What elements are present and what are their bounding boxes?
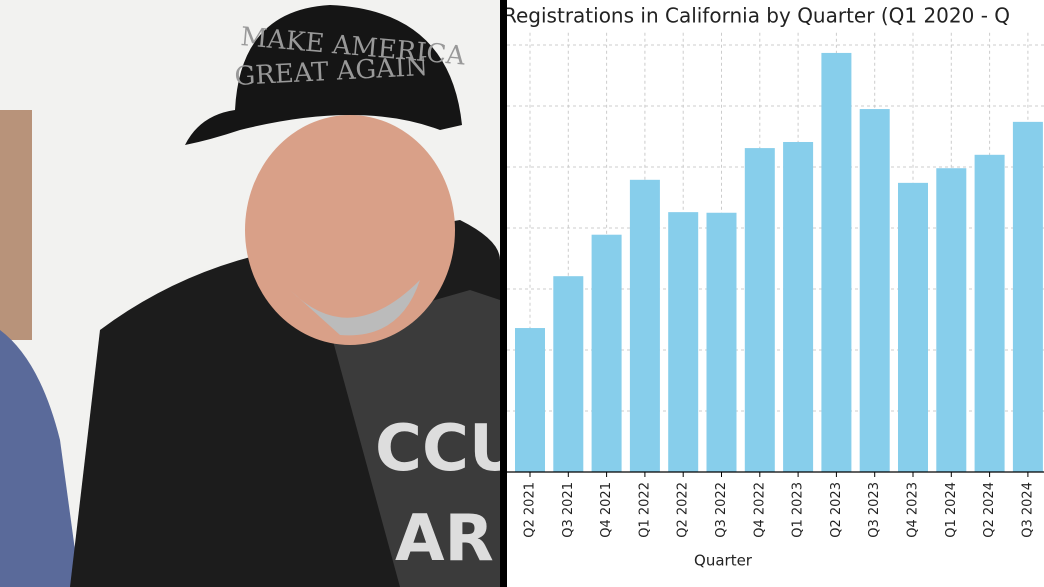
chart: Registrations in California by Quarter (… bbox=[503, 0, 1044, 587]
beard bbox=[290, 280, 420, 336]
x-tick-label: Q3 2022 bbox=[714, 482, 729, 538]
x-tick-label: Q4 2022 bbox=[752, 482, 767, 538]
x-tick-label: Q1 2022 bbox=[637, 482, 652, 538]
x-axis-label: Quarter bbox=[694, 552, 753, 570]
divider bbox=[500, 0, 507, 587]
photo-panel: CCU AR MAKE AMERICA GREAT AGAIN bbox=[0, 0, 521, 587]
bar bbox=[591, 234, 622, 472]
chart-title: Registrations in California by Quarter (… bbox=[503, 4, 1010, 28]
bar bbox=[629, 179, 660, 472]
x-tick-label: Q1 2023 bbox=[791, 482, 806, 538]
x-tick-label: Q4 2021 bbox=[599, 482, 614, 538]
x-tick-label: Q2 2024 bbox=[982, 482, 997, 538]
background-wall bbox=[0, 110, 32, 340]
bar bbox=[936, 168, 967, 472]
x-tick-label: Q1 2024 bbox=[944, 482, 959, 538]
bar bbox=[821, 52, 852, 473]
bar bbox=[668, 212, 699, 472]
bar bbox=[706, 212, 737, 472]
shirt-text: AR bbox=[395, 502, 494, 576]
bar bbox=[783, 141, 814, 473]
x-tick-label: Q3 2023 bbox=[867, 482, 882, 538]
bar bbox=[898, 182, 928, 473]
left-person bbox=[0, 330, 80, 587]
bar bbox=[515, 328, 545, 472]
x-tick-label: Q4 2023 bbox=[906, 482, 921, 538]
bar bbox=[744, 148, 775, 472]
bar bbox=[859, 109, 890, 473]
face bbox=[245, 115, 455, 345]
x-tick-label: Q2 2022 bbox=[676, 482, 691, 538]
x-tick-label: Q3 2021 bbox=[561, 482, 576, 538]
bar bbox=[974, 154, 1005, 473]
bar bbox=[1012, 121, 1043, 473]
cap bbox=[185, 5, 462, 145]
shirt-text: CCU bbox=[375, 412, 521, 486]
x-tick-label: Q2 2023 bbox=[829, 482, 844, 538]
shirt bbox=[330, 290, 500, 587]
bar bbox=[553, 276, 584, 472]
x-tick-label: Q3 2024 bbox=[1020, 482, 1035, 538]
x-tick-label: Q2 2021 bbox=[523, 482, 538, 538]
